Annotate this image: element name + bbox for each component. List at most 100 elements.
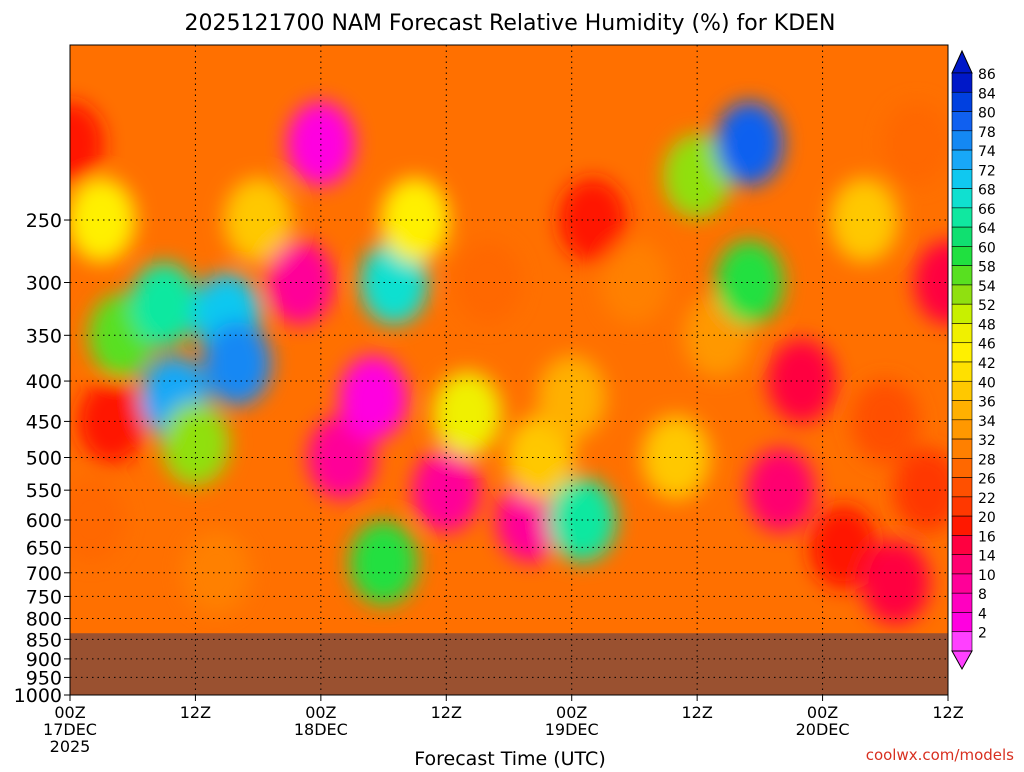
y-tick-label: 350 [26,325,62,347]
colorbar-label: 8 [978,587,987,603]
chart-title: 2025121700 NAM Forecast Relative Humidit… [184,11,835,36]
colorbar-swatch [951,535,973,555]
x-tick-label: 19DEC [545,720,599,739]
colorbar-label: 22 [978,491,996,507]
ground-fill [70,633,948,695]
colorbar-swatch [951,303,973,324]
x-tick-label: 2025 [50,737,91,756]
y-tick-label: 250 [26,210,62,232]
x-tick-label: 20DEC [796,720,850,739]
colorbar-label: 26 [978,472,996,488]
y-tick-label: 950 [26,667,62,689]
colorbar-label: 54 [978,279,996,295]
rh-sample-cell [130,262,199,347]
colorbar-swatch [951,400,973,421]
colorbar-label: 78 [978,125,996,141]
x-tick-label: 00Z [54,703,85,722]
y-tick-label: 600 [26,510,62,532]
rh-sample-cell [339,355,408,440]
colorbar-swatch [951,554,973,575]
rh-sample-cell [893,448,948,533]
x-axis-label: Forecast Time (UTC) [414,748,605,768]
colorbar-label: 64 [978,221,996,237]
colorbar-swatch [951,380,973,401]
rh-sample-cell [70,477,125,562]
rh-sample-cell [412,448,481,533]
colorbar-label: 48 [978,317,996,333]
humidity-blobs [70,101,948,625]
rh-sample-cell [433,371,502,456]
rh-sample-cell [203,321,272,406]
y-tick-label: 900 [26,649,62,671]
colorbar-label: 16 [978,529,996,545]
rh-sample-cell [506,415,575,500]
grid-lines [70,45,948,695]
rh-sample-cell [495,477,564,562]
colorbar-label: 34 [978,414,996,430]
colorbar-swatch [951,592,973,613]
ground-mask [70,633,948,695]
rh-sample-cell [663,134,732,219]
colorbar-swatch [951,284,973,305]
colorbar-swatch [951,323,973,344]
rh-sample-cell [809,505,878,590]
x-tick-label: 00Z [556,703,587,722]
colorbar-label: 10 [978,568,996,584]
colorbar-label: 86 [978,67,996,83]
colorbar-swatch [951,169,973,189]
rh-sample-cell [600,240,669,325]
x-tick-label: 00Z [305,703,336,722]
rh-sample-cell [861,540,930,625]
colorbar-label: 14 [978,549,996,565]
colorbar-swatch [951,111,973,132]
colorbar-swatch [951,246,973,266]
y-tick-label: 550 [26,480,62,502]
x-tick-label: 00Z [807,703,838,722]
humidity-field [70,101,948,625]
colorbar-swatch [951,438,973,459]
x-tick-label: 12Z [681,703,712,722]
colorbar-swatch [951,496,973,517]
y-axis-ticks: 2503003504004505005506006507007508008509… [14,210,70,707]
colorbar-label: 42 [978,356,996,372]
colorbar-label: 60 [978,240,996,256]
rh-sample-cell [161,401,230,486]
plot-frame [69,44,949,696]
y-tick-label: 400 [26,371,62,393]
rh-sample-cell [715,240,784,325]
rh-sample-cell [70,101,104,186]
rh-sample-cell [265,240,334,325]
colorbar-label: 68 [978,183,996,199]
colorbar-swatch [951,207,973,228]
colorbar: 8684807874726866646058545248464240363432… [951,49,996,671]
colorbar-swatch [951,342,973,363]
rh-sample-cell [182,530,251,615]
colorbar-swatch [951,477,973,498]
colorbar-extend-max [951,49,973,74]
y-tick-label: 300 [26,272,62,294]
colorbar-label: 40 [978,375,996,391]
rh-sample-cell [715,101,784,186]
rh-sample-cell [77,379,146,464]
colorbar-swatch [951,91,973,112]
rh-sample-cell [349,520,418,605]
colorbar-label: 36 [978,395,996,411]
colorbar-swatch [951,130,973,151]
colorbar-swatch [951,612,973,633]
colorbar-label: 46 [978,337,996,353]
x-tick-label: 12Z [932,703,963,722]
colorbar-extend-min [951,650,973,671]
colorbar-label: 84 [978,86,996,102]
y-tick-label: 800 [26,609,62,631]
colorbar-label: 80 [978,106,996,122]
colorbar-label: 2 [978,626,987,642]
colorbar-swatch [951,149,973,170]
colorbar-swatch [951,515,973,536]
colorbar-label: 72 [978,163,996,179]
colorbar-swatch [951,361,973,382]
rh-sample-cell [914,240,948,325]
colorbar-label: 20 [978,510,996,526]
y-tick-label: 700 [26,563,62,585]
